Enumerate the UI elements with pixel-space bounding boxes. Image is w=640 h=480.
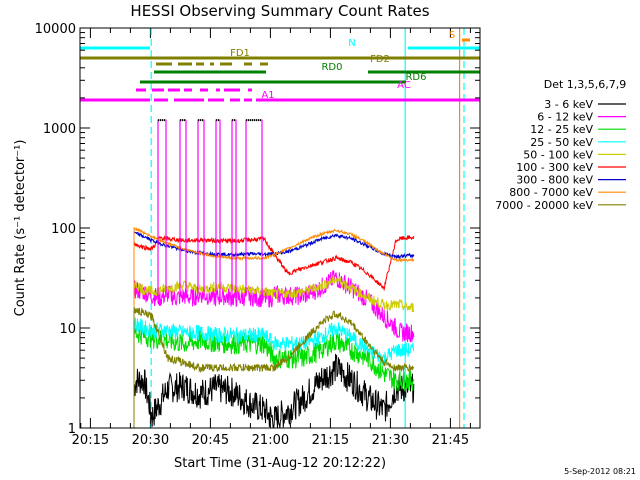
flag-label-rd0: RD0 xyxy=(321,62,342,73)
flag-label-n: N xyxy=(348,38,355,49)
flag-label-a1: A1 xyxy=(261,90,274,101)
legend-label: 300 - 800 keV xyxy=(516,174,593,187)
flag-label-rd6: RD6 xyxy=(405,72,426,83)
x-tick-label: 20:45 xyxy=(192,433,229,448)
chart-title: HESSI Observing Summary Count Rates xyxy=(130,2,429,20)
flag-label-fd2: FD2 xyxy=(370,54,390,65)
plot-frame xyxy=(79,27,481,429)
series-line-9 xyxy=(133,306,415,373)
legend-label: 50 - 100 keV xyxy=(523,148,593,161)
x-tick-label: 21:15 xyxy=(312,433,349,448)
series-line-5 xyxy=(133,274,415,313)
legend-label: 100 - 300 keV xyxy=(516,161,593,174)
x-tick-label: 21:45 xyxy=(432,433,469,448)
legend-label: 6 - 12 keV xyxy=(537,111,593,124)
legend-label: 7000 - 20000 keV xyxy=(495,199,593,212)
series-line-3 xyxy=(133,323,415,393)
y-tick-label: 10000 xyxy=(35,22,76,37)
x-tick-label: 20:15 xyxy=(72,433,109,448)
plot-area xyxy=(80,27,480,429)
x-tick-label: 20:30 xyxy=(132,433,169,448)
legend-label: 800 - 7000 keV xyxy=(509,186,593,199)
flag-label-fd1: FD1 xyxy=(230,48,250,59)
series-line-8 xyxy=(133,226,415,263)
timestamp: 5-Sep-2012 08:21 xyxy=(564,467,636,476)
series-line-1 xyxy=(133,353,415,429)
x-axis-label: Start Time (31-Aug-12 20:12:22) xyxy=(174,456,386,471)
y-tick-label: 1 xyxy=(68,422,76,437)
series-line-4 xyxy=(133,317,415,366)
legend-label: 3 - 6 keV xyxy=(544,98,593,111)
flag-label-ac: AC xyxy=(397,80,411,91)
y-tick-label: 1000 xyxy=(43,122,76,137)
y-tick-label: 10 xyxy=(59,322,76,337)
x-tick-label: 21:30 xyxy=(372,433,409,448)
x-tick-label: 21:00 xyxy=(252,433,289,448)
legend-label: 25 - 50 keV xyxy=(530,136,593,149)
y-tick-label: 100 xyxy=(51,222,76,237)
y-axis-label: Count Rate (s⁻¹ detector⁻¹) xyxy=(13,140,28,317)
legend-title: Det 1,3,5,6,7,9 xyxy=(544,78,627,91)
flag-label-s: S xyxy=(449,30,455,41)
legend-label: 12 - 25 keV xyxy=(530,123,593,136)
